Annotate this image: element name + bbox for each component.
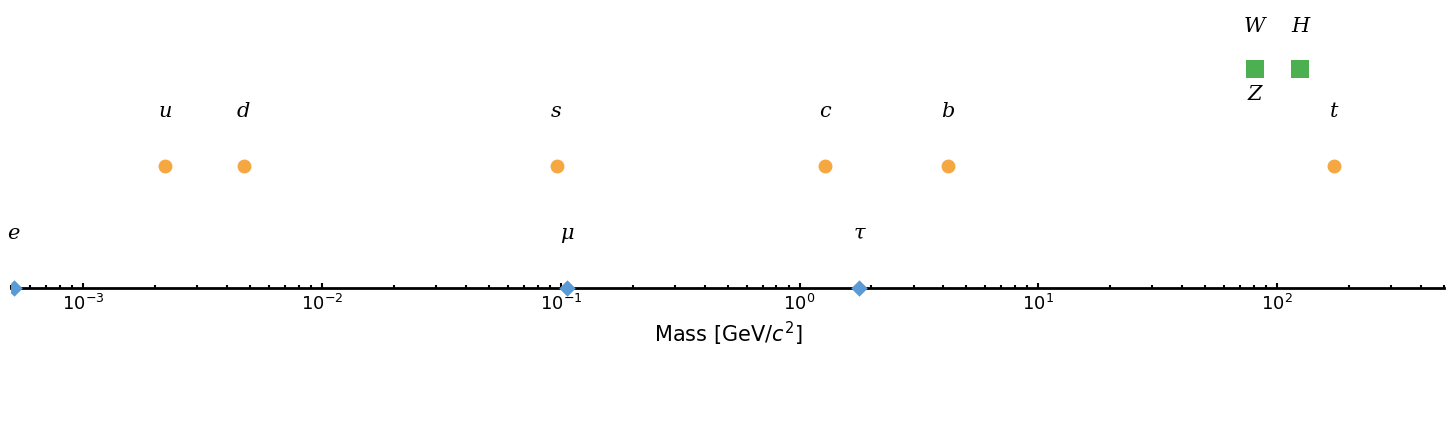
Text: Z: Z: [1248, 85, 1262, 104]
Point: [936, 163, 959, 170]
Text: e: e: [7, 223, 20, 242]
Text: b: b: [942, 102, 955, 120]
Point: [1, 285, 25, 292]
Point: [1244, 66, 1267, 73]
Point: [847, 285, 871, 292]
X-axis label: Mass [GeV/$c^2$]: Mass [GeV/$c^2$]: [653, 319, 802, 347]
Point: [154, 163, 177, 170]
Text: c: c: [820, 102, 831, 120]
Text: τ: τ: [853, 223, 865, 242]
Text: s: s: [551, 102, 562, 120]
Text: μ: μ: [560, 223, 573, 242]
Point: [1322, 163, 1345, 170]
Point: [232, 163, 255, 170]
Text: d: d: [237, 102, 251, 120]
Point: [1288, 66, 1312, 73]
Text: t: t: [1331, 102, 1338, 120]
Text: W: W: [1244, 17, 1265, 36]
Text: u: u: [158, 102, 171, 120]
Point: [554, 285, 577, 292]
Text: H: H: [1291, 17, 1309, 36]
Point: [814, 163, 837, 170]
Point: [546, 163, 569, 170]
